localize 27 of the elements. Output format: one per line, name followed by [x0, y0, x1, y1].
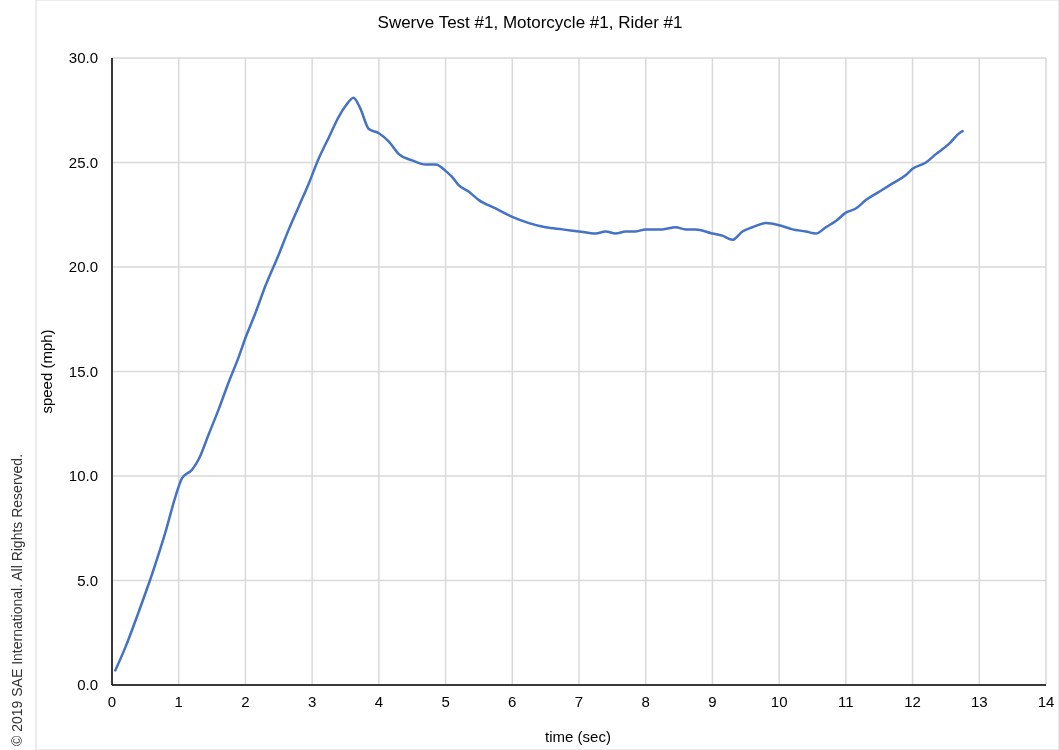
x-tick-label: 12 [904, 693, 921, 710]
y-tick-label: 30.0 [68, 49, 98, 66]
x-axis-title: time (sec) [545, 728, 611, 745]
y-tick-label: 25.0 [68, 153, 98, 171]
x-tick-label: 2 [241, 693, 250, 710]
y-tick-label: 15.0 [68, 362, 98, 380]
x-tick-label: 6 [508, 693, 517, 710]
x-tick-label: 13 [970, 693, 988, 710]
x-tick-label: 8 [641, 693, 650, 710]
x-tick-label: 4 [374, 693, 384, 710]
x-tick-label: 10 [770, 693, 788, 710]
x-tick-label: 14 [1037, 693, 1055, 710]
x-tick-label: 7 [574, 693, 584, 710]
chart-title: Swerve Test #1, Motorcycle #1, Rider #1 [377, 13, 683, 32]
y-tick-label: 5.0 [77, 571, 98, 589]
x-tick-label: 0 [107, 693, 117, 710]
x-tick-label: 3 [307, 693, 317, 710]
y-axis-title: speed (mph) [38, 329, 55, 414]
x-tick-label: 5 [441, 693, 450, 710]
y-tick-label: 0.0 [77, 676, 98, 693]
y-tick-label: 10.0 [68, 467, 98, 484]
x-tick-label: 1 [174, 693, 183, 710]
x-tick-label: 9 [708, 693, 717, 710]
y-tick-label: 20.0 [68, 258, 98, 275]
text: © 2019 SAE International. All Rights Reserved. [9, 453, 25, 746]
x-tick-label: 11 [838, 693, 854, 710]
line-series [114, 96, 964, 672]
